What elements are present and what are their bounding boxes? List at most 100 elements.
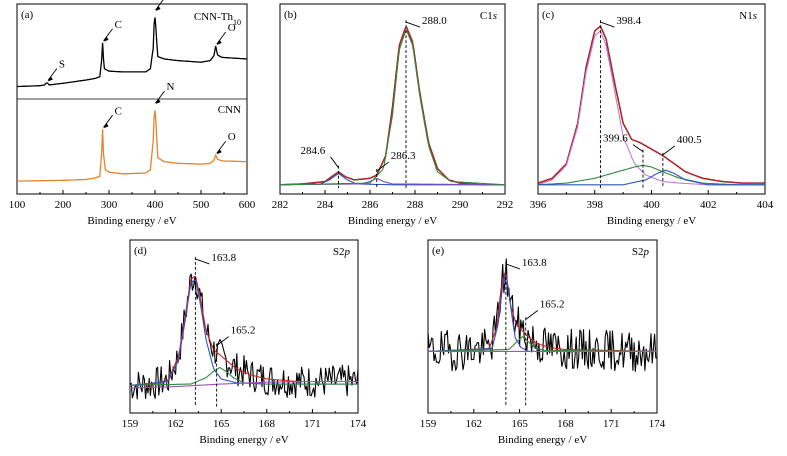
peak-arrow	[662, 145, 676, 156]
plot-frame	[279, 3, 506, 195]
x-tick-label: 162	[466, 418, 483, 430]
annotation-arrow	[103, 28, 113, 42]
x-tick-label: 159	[420, 418, 437, 430]
annotation-arrow	[216, 140, 227, 154]
peak-arrow	[505, 263, 521, 270]
element-label: C	[115, 105, 122, 117]
x-tick-label: 100	[9, 199, 26, 211]
x-tick-label: 404	[757, 199, 774, 211]
x-tick-label: 398	[587, 199, 604, 211]
region-label: C1s	[480, 10, 497, 22]
peak-label: 400.5	[677, 134, 702, 146]
series-line	[538, 169, 765, 186]
region-label: N1s	[739, 10, 757, 22]
arrow-head	[103, 123, 109, 129]
panel-c: 396 398 400 402 404 Binding energy / eV (c) N1s…	[530, 3, 774, 227]
series-line	[537, 25, 765, 184]
x-tick-label: 500	[193, 199, 210, 211]
annotation-arrow	[216, 31, 227, 45]
series-line	[537, 30, 765, 186]
x-tick-label: 600	[239, 199, 256, 211]
series-line	[427, 258, 658, 372]
series-line	[129, 273, 359, 400]
x-tick-label: 171	[304, 418, 321, 430]
panel-e: 159 162 165 168 171 174 Binding energy / eV (e)…	[420, 239, 666, 446]
x-tick-label: 165	[511, 418, 528, 430]
x-axis-label: Binding energy / eV	[199, 434, 288, 446]
peak-label: 399.6	[603, 133, 628, 145]
x-tick-label: 282	[272, 199, 289, 211]
series-line	[537, 25, 765, 184]
x-tick-label: 400	[147, 199, 164, 211]
arrow-head	[103, 36, 109, 42]
x-tick-label: 290	[452, 199, 469, 211]
panel-label: (e)	[432, 245, 445, 257]
x-tick-label: 168	[259, 418, 276, 430]
region-label: S2p	[333, 246, 351, 258]
panel-label: (c)	[542, 9, 555, 21]
plot-frame	[537, 3, 766, 195]
panel-a: 100 200 300 400 500 600 Binding energy / eV (a)…	[9, 0, 256, 227]
x-tick-label: 396	[530, 199, 547, 211]
peak-label: 165.2	[540, 299, 565, 311]
x-tick-label: 286	[362, 199, 379, 211]
x-axis-label: Binding energy / eV	[607, 215, 696, 227]
x-axis-label: Binding energy / eV	[87, 215, 176, 227]
element-label: O	[228, 22, 236, 34]
series-name: CNN-Th10	[194, 11, 241, 27]
x-tick-label: 168	[557, 418, 574, 430]
x-tick-label: 159	[122, 418, 139, 430]
peak-label: 163.8	[211, 252, 236, 264]
element-label: N	[167, 81, 175, 93]
peak-arrow	[405, 21, 421, 28]
peak-label: 286.3	[391, 150, 416, 162]
panel-label: (b)	[284, 9, 297, 21]
peak-arrow	[525, 310, 538, 320]
x-tick-label: 402	[700, 199, 717, 211]
panel-label: (a)	[21, 9, 34, 21]
annotation-arrow	[47, 68, 58, 81]
x-axis-label: Binding energy / eV	[348, 215, 437, 227]
x-tick-label: 284	[317, 199, 334, 211]
peak-label: 398.4	[616, 15, 641, 27]
arrow-head	[216, 40, 222, 46]
annotation-arrow	[155, 0, 164, 11]
x-tick-label: 174	[649, 418, 666, 430]
series-line	[129, 380, 358, 389]
peak-arrow	[600, 21, 615, 28]
region-label: S2p	[632, 246, 650, 258]
x-tick-label: 171	[603, 418, 620, 430]
panel-b: 282 284 286 288 290 292 Binding energy / eV (b)…	[272, 3, 514, 227]
x-tick-label: 174	[350, 418, 367, 430]
x-tick-label: 162	[167, 418, 184, 430]
x-tick-label: 300	[101, 199, 118, 211]
element-label: C	[115, 19, 122, 31]
arrow-head	[216, 149, 222, 155]
peak-arrow	[376, 161, 390, 172]
peak-arrow	[330, 156, 339, 169]
panel-label: (d)	[134, 245, 147, 257]
x-tick-label: 400	[643, 199, 660, 211]
element-label: S	[59, 58, 65, 70]
series-line	[279, 30, 506, 186]
x-tick-label: 288	[407, 199, 424, 211]
peak-label: 165.2	[231, 325, 256, 337]
peak-arrow	[216, 336, 229, 346]
arrow-head	[155, 99, 161, 104]
x-tick-label: 292	[497, 199, 514, 211]
panel-d: 159 162 165 168 171 174 Binding energy / eV (d)…	[122, 239, 367, 446]
series-line-cnn	[17, 110, 247, 182]
x-axis-label: Binding energy / eV	[498, 434, 587, 446]
peak-arrow	[195, 258, 210, 265]
peak-label: 284.6	[301, 145, 326, 157]
peak-label: 163.8	[522, 257, 547, 269]
series-line	[279, 26, 505, 186]
arrow-head	[155, 6, 161, 11]
element-label: O	[228, 131, 236, 143]
peak-label: 288.0	[422, 15, 447, 27]
peak-arrow	[632, 144, 644, 152]
series-name: CNN	[218, 104, 241, 116]
series-line-cnn-th	[17, 17, 248, 88]
x-tick-label: 200	[55, 199, 72, 211]
